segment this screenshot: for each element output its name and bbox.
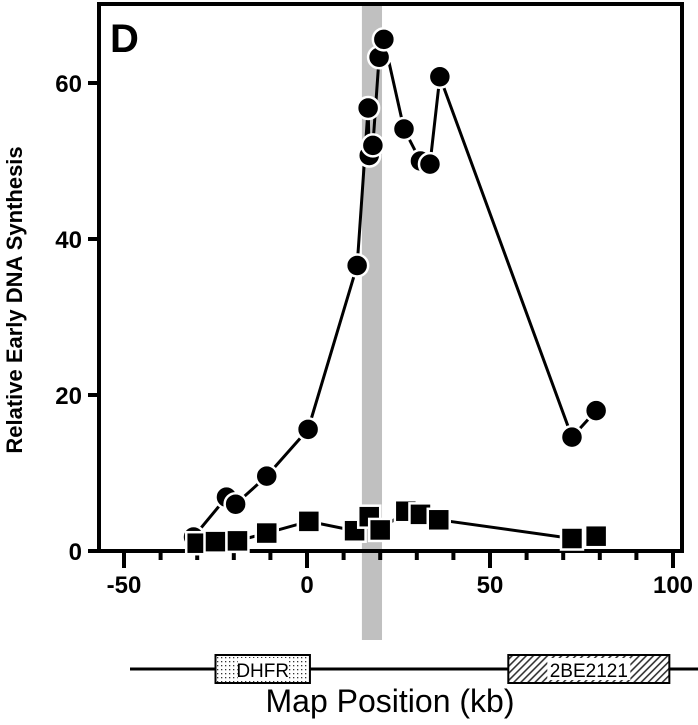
square-point [296,509,322,534]
square-point [203,529,228,554]
square-point [254,520,279,546]
gene-label: DHFR [236,661,289,682]
circle-point [344,253,370,278]
panel-label: D [110,17,139,61]
y-axis-label: Relative Early DNA Synthesis [2,146,27,453]
y-tick-label: 20 [55,383,82,410]
circle-point [391,116,417,142]
plot-frame [97,2,684,553]
circle-point [583,398,609,423]
circle-point [559,424,585,450]
circle-point [254,463,279,489]
gene-label-bg [547,658,631,680]
x-tick-label: -50 [107,572,142,599]
circle-point [371,27,397,52]
circles-line [192,38,598,538]
y-tick-label: 40 [55,227,82,254]
square-point [367,517,393,543]
x-tick-label: 50 [477,572,504,599]
x-tick-label: 0 [300,572,313,599]
circle-point [223,491,248,517]
circle-point [355,95,381,121]
circle-point [360,133,386,158]
circle-point [427,64,453,90]
square-point [583,523,609,549]
square-point [559,526,585,551]
circle-point [417,151,443,177]
square-point [426,507,452,533]
gene-label-bg [237,658,288,680]
circle-point [295,417,321,442]
x-tick-label: 100 [653,572,693,599]
y-tick-label: 60 [55,71,82,98]
y-tick-label: 0 [69,539,82,566]
gene-label: 2BE2121 [550,661,628,682]
x-axis-label: Map Position (kb) [266,683,515,719]
square-point [225,528,250,554]
